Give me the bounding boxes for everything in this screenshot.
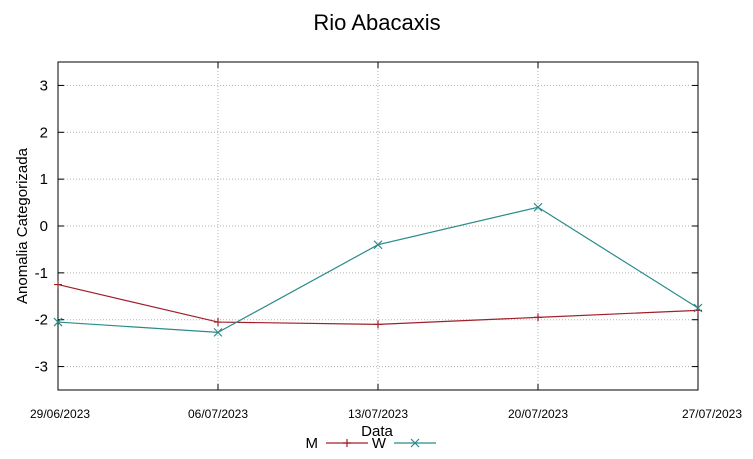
legend-label-m: M bbox=[306, 435, 319, 452]
x-tick-label: 06/07/2023 bbox=[188, 407, 248, 421]
data-point-m bbox=[374, 320, 382, 329]
data-point-m bbox=[214, 318, 222, 327]
x-axis-label: Data bbox=[361, 423, 393, 440]
chart-title: Rio Abacaxis bbox=[313, 10, 440, 35]
data-point-w bbox=[533, 202, 543, 212]
legend-marker-m bbox=[343, 439, 351, 447]
x-tick-label: 13/07/2023 bbox=[348, 407, 408, 421]
y-tick-label: -2 bbox=[35, 312, 48, 329]
grid bbox=[57, 62, 699, 390]
y-axis-label: Anomalia Categorizada bbox=[14, 147, 31, 304]
x-tick-label: 27/07/2023 bbox=[682, 407, 742, 421]
x-tick-label: 20/07/2023 bbox=[508, 407, 568, 421]
y-tick-label: 2 bbox=[40, 124, 48, 141]
data-point-m bbox=[54, 280, 62, 289]
x-tick-label: 29/06/2023 bbox=[30, 407, 90, 421]
y-tick-label: 1 bbox=[40, 171, 48, 188]
data-point-w bbox=[53, 317, 63, 327]
data-point-w bbox=[213, 327, 223, 337]
data-point-w bbox=[373, 240, 383, 250]
y-tick-label: -1 bbox=[35, 265, 48, 282]
legend-label-w: W bbox=[372, 435, 387, 452]
x-axis-ticks: 29/06/2023 06/07/2023 13/07/2023 20/07/2023… bbox=[30, 62, 742, 421]
data-point-w bbox=[693, 303, 703, 313]
legend-marker-w bbox=[410, 438, 420, 448]
y-tick-label: 3 bbox=[40, 77, 48, 94]
y-tick-label: -3 bbox=[35, 359, 48, 376]
data-point-m bbox=[534, 313, 542, 322]
y-tick-label: 0 bbox=[40, 218, 48, 235]
series-group bbox=[53, 202, 703, 337]
y-axis-ticks: -3 -2 -1 0 1 2 3 bbox=[35, 77, 698, 376]
